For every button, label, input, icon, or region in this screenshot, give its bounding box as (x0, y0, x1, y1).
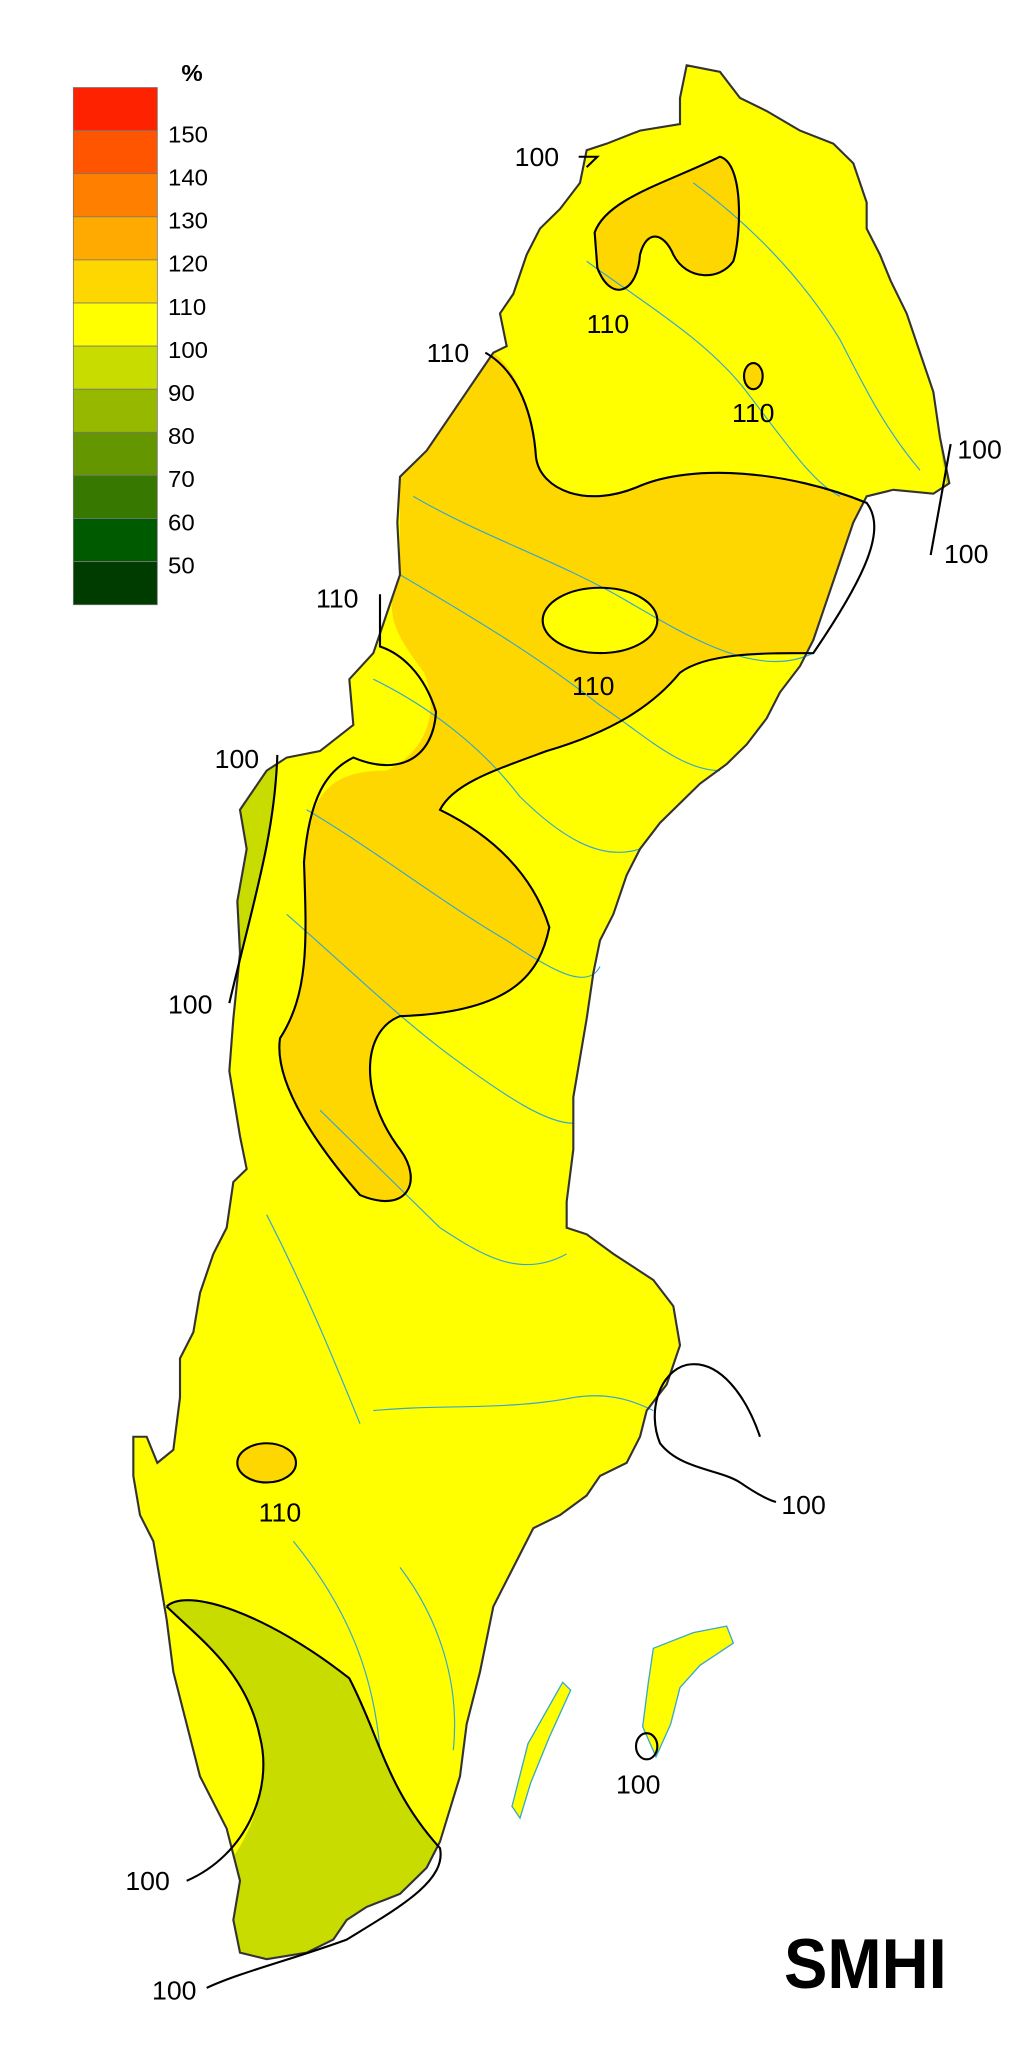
legend-label: 130 (168, 208, 208, 235)
contour-label: 100 (957, 435, 1001, 465)
zone-110-120-central (279, 352, 875, 1202)
legend-unit: % (181, 60, 202, 87)
legend-label: 70 (168, 466, 195, 493)
contour-label: 100 (616, 1770, 660, 1800)
zone-110-120-south (237, 1443, 296, 1483)
legend-label: 60 (168, 510, 195, 537)
contour-label: 100 (215, 744, 259, 774)
legend-swatch (72, 302, 158, 347)
contour-label: 110 (732, 398, 774, 428)
legend-label: 100 (168, 337, 208, 364)
contour-label: 100 (515, 142, 559, 172)
legend-swatch (72, 518, 158, 563)
contour-label: 110 (259, 1498, 301, 1528)
smhi-logo: SMHI (784, 1925, 947, 2004)
legend-swatch (72, 475, 158, 519)
contour-label: 100 (781, 1490, 825, 1520)
rivers (266, 182, 921, 1751)
zone-110-120-small (744, 363, 763, 390)
legend-swatch (72, 216, 158, 261)
legend-label: 150 (168, 122, 208, 149)
oland-island (511, 1681, 572, 1820)
contour-labels: 100 110 110 110 100 100 110 110 100 100 … (125, 142, 1001, 2005)
contour-label: 100 (944, 539, 988, 569)
legend-swatch (72, 87, 158, 132)
contour-label: 110 (427, 338, 469, 368)
contour-label: 100 (152, 1976, 196, 2006)
legend: % 150 140 130 120 110 100 90 80 70 60 50 (72, 60, 208, 606)
contour-label: 110 (316, 584, 358, 614)
contour-label: 100 (168, 990, 212, 1020)
legend-label: 140 (168, 165, 208, 192)
legend-swatch (72, 130, 158, 175)
legend-label: 90 (168, 380, 195, 407)
zone-100-110-enclave (542, 587, 658, 654)
legend-label: 120 (168, 251, 208, 278)
contour-label: 110 (572, 671, 614, 701)
legend-swatch (72, 431, 158, 476)
legend-label: 110 (168, 294, 206, 321)
gotland-island (641, 1625, 735, 1759)
legend-swatch (72, 259, 158, 304)
legend-label: 50 (168, 553, 195, 580)
contour-label: 110 (587, 309, 629, 339)
contour-label: 100 (125, 1866, 169, 1896)
contour-lines (165, 155, 952, 1989)
legend-swatch (72, 561, 158, 606)
legend-swatch (72, 388, 158, 433)
legend-swatch (72, 173, 158, 218)
legend-label: 80 (168, 423, 195, 450)
legend-swatch (72, 345, 158, 390)
